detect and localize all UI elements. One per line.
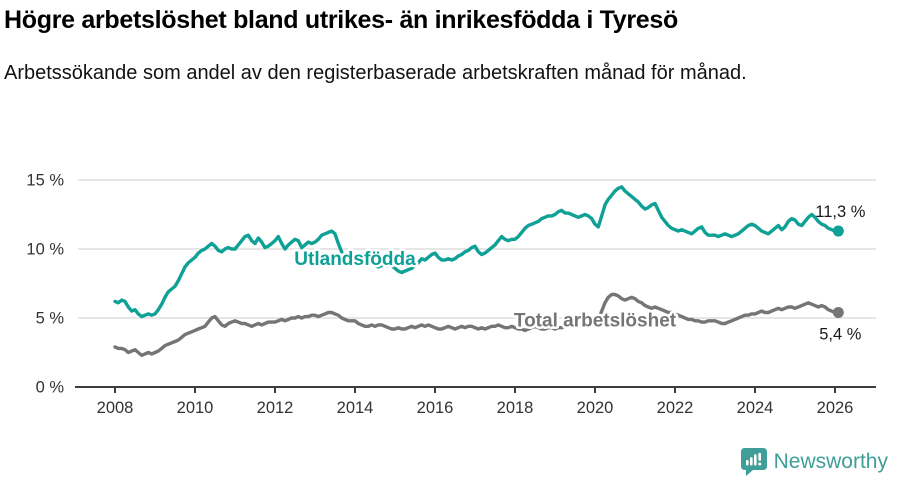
series-inline-label-total-arbetsl-shet: Total arbetslöshet	[514, 311, 677, 332]
x-tick-label-2020: 2020	[577, 399, 614, 417]
series-line-total-arbetsl-shet	[113, 292, 840, 357]
x-tick-label-2026: 2026	[817, 399, 854, 417]
series-line-utlandsf-dda	[113, 185, 840, 319]
chart-subtitle: Arbetssökande som andel av den registerb…	[4, 62, 747, 84]
newsworthy-wordmark: Newsworthy	[773, 449, 888, 473]
series-end-value-utlandsf-dda: 11,3 %	[815, 203, 865, 221]
y-tick-label-0: 0 %	[36, 379, 65, 397]
x-tick-label-2024: 2024	[737, 399, 774, 417]
y-tick-label-15: 15 %	[26, 172, 64, 190]
y-tick-label-10: 10 %	[26, 241, 64, 259]
series-inline-label-utlandsf-dda: Utlandsfödda	[294, 249, 416, 270]
chart-title: Högre arbetslöshet bland utrikes- än inr…	[4, 6, 678, 34]
newsworthy-logo-icon	[740, 447, 767, 476]
x-tick-label-2016: 2016	[417, 399, 454, 417]
x-tick-label-2018: 2018	[497, 399, 534, 417]
y-tick-label-5: 5 %	[36, 310, 65, 328]
line-chart-canvas: 2008 2010 2012 2014 2016 2018 2020 2022 2024 2026…	[26, 172, 876, 417]
series-end-value-total-arbetsl-shet: 5,4 %	[819, 325, 862, 343]
x-tick-label-2022: 2022	[657, 399, 694, 417]
x-tick-label-2014: 2014	[337, 399, 374, 417]
x-tick-label-2008: 2008	[97, 399, 134, 417]
x-tick-label-2012: 2012	[257, 399, 294, 417]
series-end-dot-total-arbetsl-shet	[832, 306, 844, 318]
series-end-dot-utlandsf-dda	[832, 225, 844, 237]
x-tick-label-2010: 2010	[177, 399, 214, 417]
newsworthy-branding: Newsworthy	[740, 447, 888, 476]
